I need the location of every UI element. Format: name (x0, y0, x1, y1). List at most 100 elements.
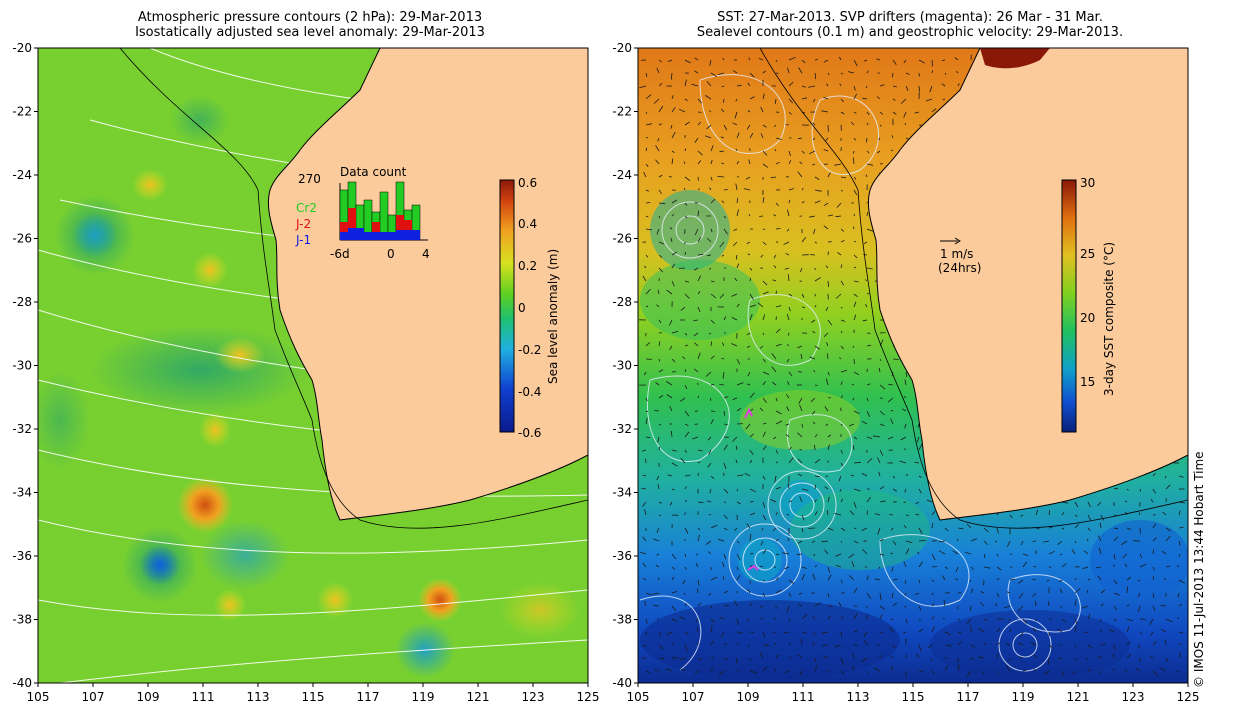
velocity-vector (1048, 510, 1051, 516)
velocity-vector (931, 70, 934, 74)
velocity-vector (697, 657, 702, 661)
velocity-vector (645, 111, 648, 114)
velocity-vector (1165, 484, 1171, 490)
velocity-vector (1100, 514, 1105, 521)
velocity-vector (723, 605, 730, 607)
velocity-vector (840, 189, 843, 192)
velocity-vector (657, 137, 660, 142)
velocity-vector (1097, 655, 1102, 659)
velocity-vector (736, 303, 740, 308)
velocity-vector (1160, 668, 1167, 672)
velocity-vector (697, 160, 702, 165)
velocity-vector (656, 553, 660, 556)
velocity-vector (866, 122, 869, 126)
velocity-vector (1113, 553, 1116, 560)
velocity-vector (710, 410, 716, 412)
velocity-vector (1035, 509, 1039, 516)
velocity-vector (864, 640, 868, 646)
velocity-vector (800, 638, 803, 646)
velocity-vector (680, 668, 686, 672)
velocity-vector (748, 57, 751, 61)
velocity-vector (645, 289, 651, 295)
velocity-vector (785, 434, 790, 438)
velocity-vector (983, 566, 991, 569)
lat-label: -30 (612, 359, 632, 373)
velocity-vector (812, 137, 816, 141)
velocity-vector (775, 486, 781, 490)
velocity-vector (719, 293, 725, 299)
velocity-vector (735, 459, 738, 464)
velocity-vector (639, 551, 647, 555)
velocity-vector (1113, 592, 1121, 596)
velocity-vector (853, 213, 855, 217)
sst-colorbar-label: 3-day SST composite (°C) (1102, 241, 1116, 396)
velocity-vector (879, 111, 884, 115)
velocity-vector (1164, 639, 1167, 646)
velocity-vector (914, 461, 920, 464)
velocity-vector (1087, 578, 1091, 581)
velocity-vector (658, 631, 662, 637)
velocity-vector (762, 291, 769, 295)
velocity-vector (851, 383, 855, 386)
velocity-vector (801, 188, 804, 191)
velocity-vector (866, 592, 872, 599)
velocity-vector (787, 483, 790, 490)
left-title-line2: Isostatically adjusted sea level anomaly… (135, 25, 485, 40)
velocity-vector (775, 420, 783, 425)
velocity-vector (746, 124, 751, 130)
cb-tick: 0.6 (518, 176, 537, 190)
legend-j2: J-2 (295, 217, 311, 231)
velocity-vector (866, 70, 869, 74)
velocity-vector (853, 176, 857, 180)
velocity-vector (710, 625, 713, 633)
velocity-vector (840, 330, 843, 334)
velocity-vector (710, 640, 714, 646)
velocity-vector (684, 176, 691, 182)
velocity-vector (852, 445, 855, 451)
velocity-vector (736, 263, 740, 269)
velocity-vector (1137, 592, 1141, 598)
lon-label: 119 (412, 690, 435, 704)
velocity-vector (955, 566, 959, 573)
velocity-vector (983, 527, 989, 533)
velocity-vector (1098, 547, 1102, 555)
velocity-vector (736, 501, 741, 505)
velocity-vector (879, 605, 885, 610)
velocity-vector (801, 201, 805, 204)
velocity-vector (887, 436, 894, 440)
velocity-vector (826, 510, 829, 516)
velocity-vector (1165, 657, 1169, 663)
velocity-vector (813, 553, 816, 557)
velocity-vector (788, 446, 792, 451)
velocity-vector (684, 59, 691, 64)
velocity-vector (645, 123, 652, 126)
velocity-vector (684, 423, 689, 427)
velocity-vector (704, 95, 712, 100)
velocity-vector (1113, 579, 1118, 585)
velocity-vector (684, 410, 690, 417)
velocity-vector (645, 94, 652, 100)
velocity-vector (853, 137, 857, 141)
velocity-vector (851, 561, 855, 568)
velocity-vector (1165, 475, 1167, 479)
velocity-vector (762, 197, 765, 204)
velocity-vector (824, 549, 829, 555)
velocity-vector (918, 488, 922, 494)
velocity-vector (762, 631, 766, 638)
lon-label: 123 (1122, 690, 1145, 704)
velocity-vector (892, 578, 898, 581)
velocity-vector (957, 631, 962, 634)
velocity-vector (709, 488, 712, 494)
velocity-vector (814, 511, 818, 516)
velocity-vector (801, 514, 805, 521)
velocity-vector (749, 500, 754, 503)
velocity-vector (866, 510, 868, 516)
velocity-vector (1020, 631, 1024, 638)
velocity-vector (801, 614, 808, 620)
velocity-vector (879, 631, 883, 634)
velocity-vector (670, 124, 673, 129)
velocity-vector (697, 306, 701, 313)
velocity-vector (814, 564, 817, 568)
velocity-vector (1100, 618, 1102, 622)
velocity-vector (905, 548, 910, 555)
